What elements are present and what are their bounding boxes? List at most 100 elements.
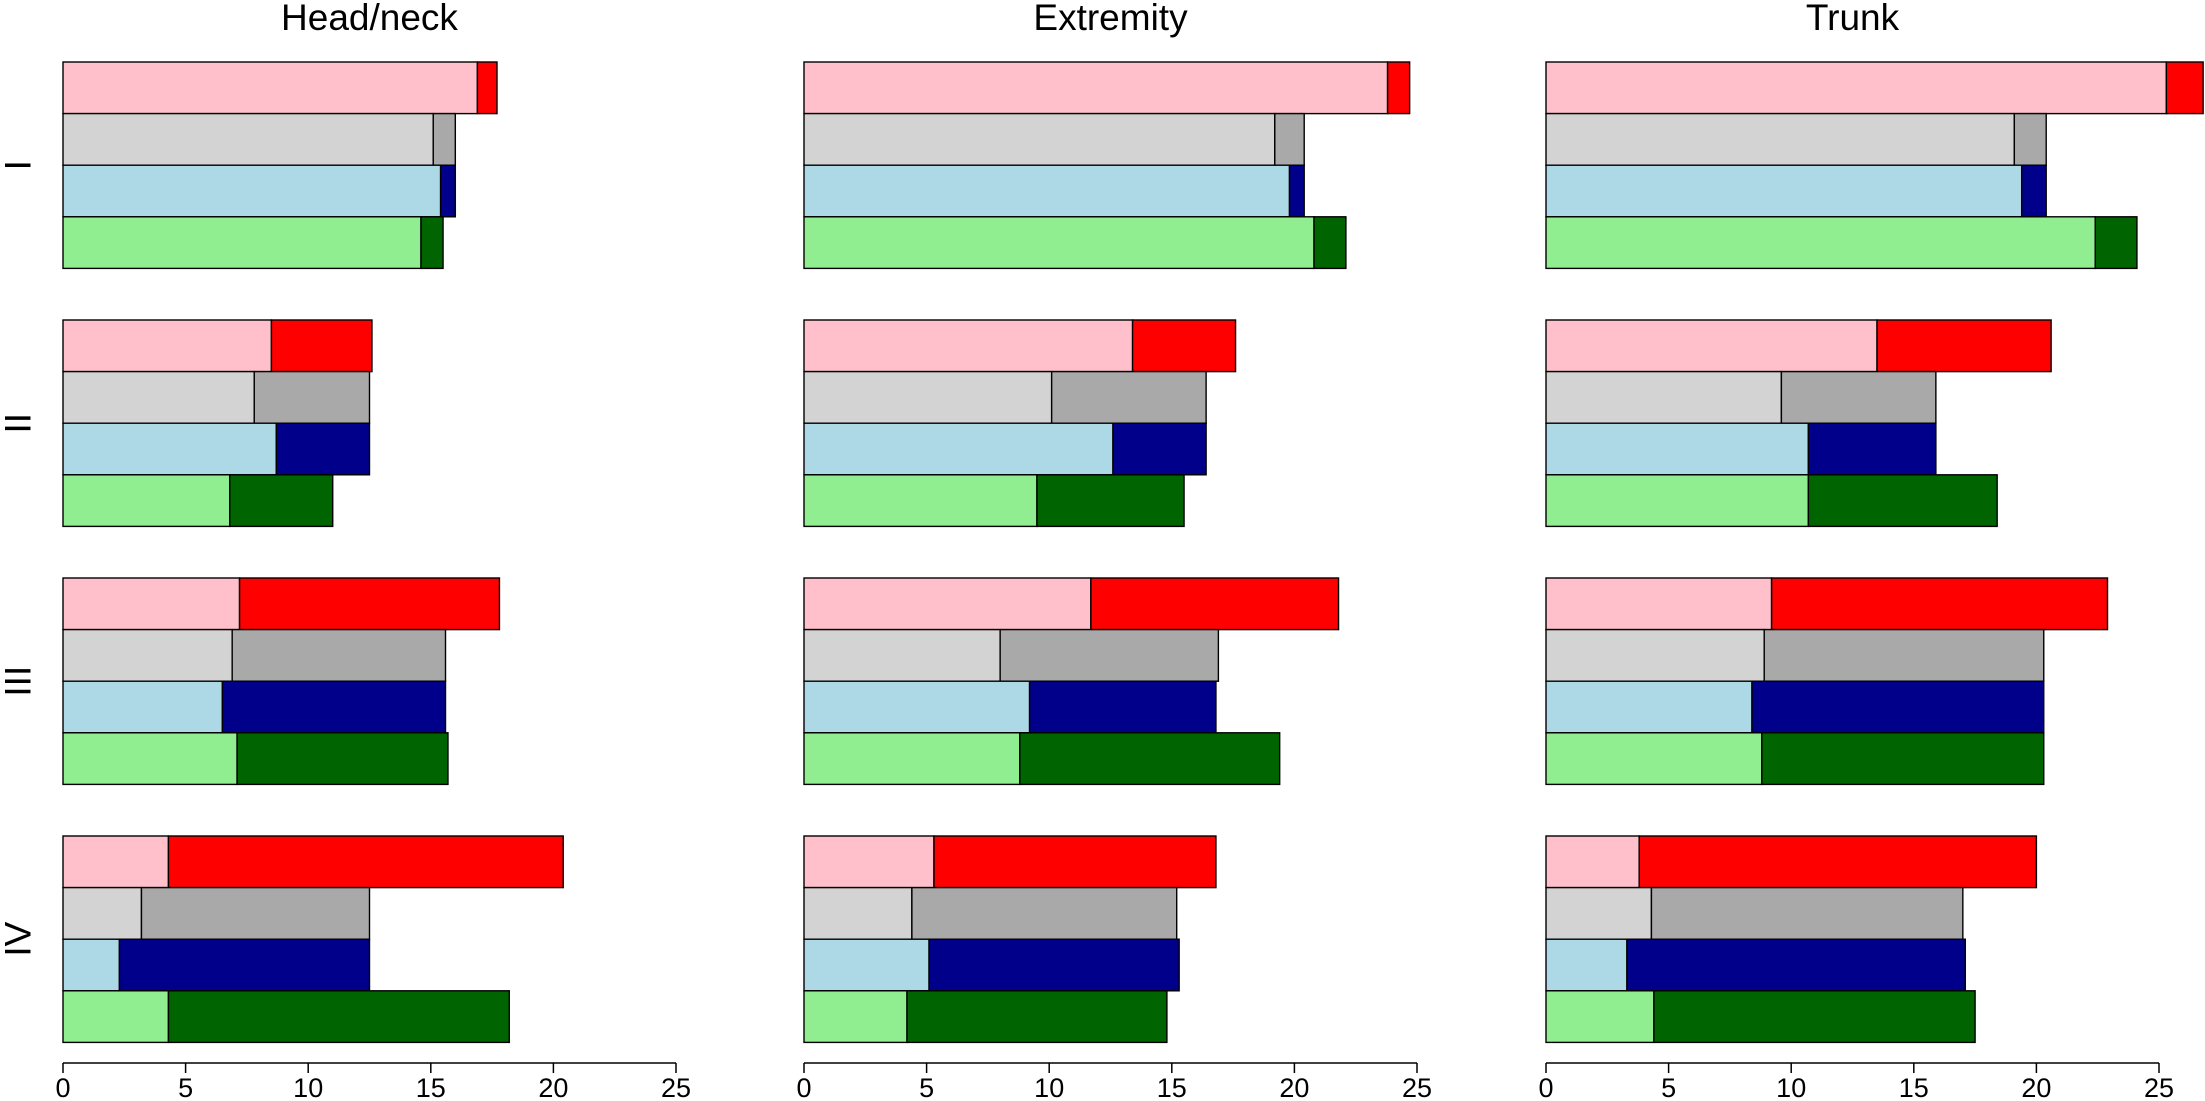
bar-segment: [803, 680, 1031, 734]
bar-segment: [803, 835, 935, 889]
row-label: III: [0, 666, 39, 697]
row-label: I: [0, 160, 39, 170]
bar-segment: [1770, 577, 2109, 631]
bar-segment: [1638, 835, 2038, 889]
bar-segment: [999, 628, 1220, 682]
bar-segment: [1807, 422, 1937, 476]
bar-segment: [1274, 112, 1305, 166]
bar-segment: [1386, 61, 1411, 115]
bar-segment: [1653, 990, 1976, 1044]
bar-segment: [118, 938, 371, 992]
panel-title: Trunk: [1806, 0, 1900, 38]
bar-segment: [1090, 577, 1340, 631]
bar-segment: [803, 164, 1291, 218]
bar-segment: [2165, 61, 2204, 115]
bar-segment: [1545, 628, 1765, 682]
bar-segment: [62, 732, 238, 786]
bar-segment: [1545, 319, 1878, 373]
bar-segment: [1761, 732, 2045, 786]
bar-segment: [270, 319, 373, 373]
bar-segment: [803, 732, 1021, 786]
bar-segment: [420, 216, 444, 270]
bar-segment: [253, 370, 371, 424]
bar-segment: [1028, 680, 1217, 734]
x-tick-label: 5: [919, 1073, 934, 1101]
bar-segment: [803, 938, 930, 992]
bar-segment: [1545, 732, 1763, 786]
bar-segment: [62, 680, 224, 734]
x-tick-label: 0: [1538, 1073, 1553, 1101]
bar-segment: [803, 990, 908, 1044]
bar-segment: [1545, 938, 1628, 992]
bar-segment: [933, 835, 1217, 889]
x-tick-label: 15: [1157, 1073, 1187, 1101]
bar-segment: [238, 577, 501, 631]
x-tick-label: 20: [2021, 1073, 2051, 1101]
bar-segment: [1545, 61, 2168, 115]
x-tick-label: 10: [1776, 1073, 1806, 1101]
bar-segment: [1650, 886, 1964, 940]
bar-segment: [1288, 164, 1305, 218]
bar-segment: [62, 112, 434, 166]
bar-segment: [1545, 577, 1773, 631]
bar-segment: [229, 474, 334, 528]
bar-segment: [2020, 164, 2047, 218]
bar-segment: [803, 370, 1053, 424]
bar-segment: [2094, 216, 2138, 270]
bar-segment: [476, 61, 498, 115]
bar-segment: [167, 990, 510, 1044]
bar-segment: [906, 990, 1168, 1044]
bar-segment: [1751, 680, 2045, 734]
bar-segment: [1050, 370, 1207, 424]
bar-segment: [1545, 370, 1783, 424]
bar-segment: [167, 835, 564, 889]
bar-segment: [1545, 680, 1753, 734]
row-label: IV: [0, 921, 39, 956]
bar-segment: [803, 216, 1315, 270]
bar-segment: [1545, 990, 1655, 1044]
bar-segment: [1763, 628, 2045, 682]
bar-segment: [928, 938, 1180, 992]
x-tick-label: 15: [416, 1073, 446, 1101]
bar-segment: [2013, 112, 2047, 166]
x-tick-label: 25: [2144, 1073, 2174, 1101]
bar-segment: [62, 628, 233, 682]
bar-segment: [1545, 886, 1653, 940]
bar-segment: [439, 164, 457, 218]
row-label: II: [0, 413, 39, 434]
x-tick-label: 5: [178, 1073, 193, 1101]
bar-segment: [221, 680, 447, 734]
bar-segment: [1545, 422, 1810, 476]
bar-segment: [62, 835, 170, 889]
bar-segment: [62, 474, 231, 528]
bar-segment: [1545, 216, 2096, 270]
bar-segment: [1780, 370, 1937, 424]
x-tick-label: 0: [55, 1073, 70, 1101]
bar-segment: [62, 938, 121, 992]
bar-segment: [62, 886, 143, 940]
bar-segment: [1313, 216, 1347, 270]
bar-segment: [911, 886, 1178, 940]
bar-segment: [62, 422, 278, 476]
bar-segment: [1019, 732, 1281, 786]
x-tick-label: 0: [796, 1073, 811, 1101]
bar-segment: [803, 422, 1114, 476]
bar-segment: [803, 886, 913, 940]
bar-segment: [231, 628, 447, 682]
bar-segment: [803, 319, 1134, 373]
bar-segment: [236, 732, 449, 786]
bar-segment: [140, 886, 371, 940]
bar-segment: [62, 61, 479, 115]
bar-segment: [1036, 474, 1185, 528]
bar-segment: [803, 61, 1389, 115]
bar-segment: [1131, 319, 1237, 373]
bar-segment: [1807, 474, 1998, 528]
bar-segment: [62, 370, 255, 424]
bar-segment: [1876, 319, 2052, 373]
bar-segment: [1112, 422, 1207, 476]
bar-segment: [62, 577, 241, 631]
x-tick-label: 10: [1034, 1073, 1064, 1101]
bar-segment: [803, 628, 1001, 682]
bar-segment: [1626, 938, 1966, 992]
